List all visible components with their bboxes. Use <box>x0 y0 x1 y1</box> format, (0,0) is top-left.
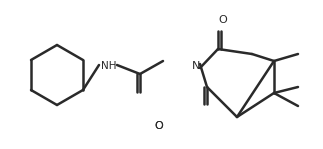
Text: N: N <box>192 61 200 71</box>
Text: O: O <box>155 121 163 131</box>
Text: NH: NH <box>101 61 117 71</box>
Text: O: O <box>219 15 227 25</box>
Text: O: O <box>155 121 163 131</box>
